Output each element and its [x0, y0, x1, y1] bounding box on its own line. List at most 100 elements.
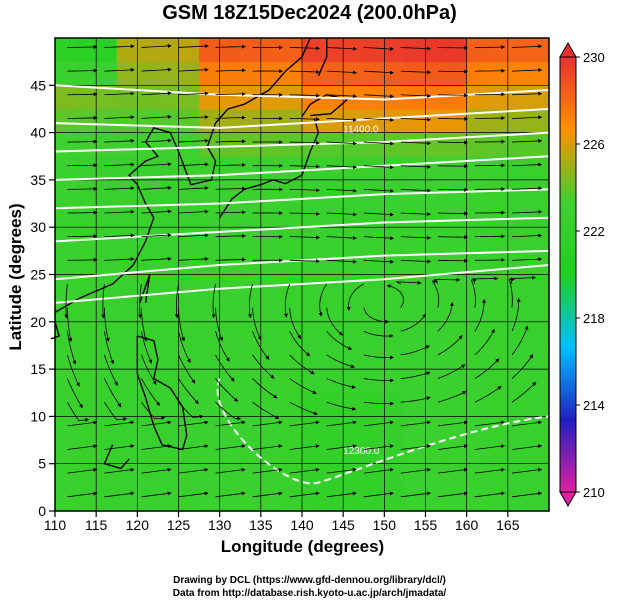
coastline-segment: [317, 38, 328, 77]
streamline-arrow: [104, 420, 135, 427]
field-cell: [96, 369, 118, 394]
x-tick-label: 125: [167, 517, 191, 533]
field-cell: [240, 463, 262, 488]
field-cell: [507, 487, 530, 512]
field-cell: [116, 203, 138, 228]
streamline-arrow: [178, 233, 209, 238]
field-cell: [260, 487, 283, 512]
streamline-arrow: [178, 331, 191, 364]
field-cell: [199, 250, 221, 276]
y-tick-label: 45: [30, 77, 46, 93]
streamline-arrow: [67, 234, 98, 239]
field-cell: [507, 369, 530, 394]
field-cell: [446, 156, 468, 181]
field-cell: [363, 38, 385, 63]
streamline-arrow: [141, 491, 172, 498]
field-cell: [240, 85, 262, 110]
streamline-arrow: [215, 467, 246, 474]
streamline-arrow: [104, 444, 135, 450]
field-cell: [425, 416, 447, 441]
field-cell: [240, 203, 262, 228]
field-cell: [302, 369, 324, 394]
field-cell: [219, 156, 241, 181]
field-cell: [96, 463, 118, 488]
field-cell: [281, 369, 303, 394]
streamline-arrow: [289, 235, 320, 240]
field-cell: [75, 203, 97, 228]
field-cell: [55, 179, 77, 205]
credit-line-drawing: Drawing by DCL (https://www.gfd-dennou.o…: [173, 575, 446, 586]
streamline-arrow: [363, 165, 395, 170]
field-cell: [178, 156, 200, 181]
field-cell: [384, 487, 406, 512]
streamline-arrow: [67, 257, 98, 262]
field-cell: [116, 250, 138, 276]
field-cell: [260, 369, 283, 394]
field-cell: [55, 203, 77, 228]
streamline-arrow: [215, 444, 246, 450]
field-cell: [528, 369, 550, 394]
field-cell: [446, 345, 468, 370]
field-cell: [446, 227, 468, 252]
field-cell: [55, 392, 77, 417]
field-cell: [528, 298, 550, 323]
temperature-field: [55, 38, 550, 512]
field-cell: [466, 132, 488, 157]
field-cell: [116, 179, 138, 205]
field-cell: [178, 108, 200, 134]
field-cell: [322, 227, 344, 252]
streamline-arrow: [437, 391, 467, 403]
field-cell: [75, 108, 97, 134]
field-cell: [260, 416, 283, 441]
field-cell: [322, 38, 344, 63]
field-cell: [466, 250, 488, 276]
field-cell: [219, 345, 241, 370]
streamline-arrow: [386, 284, 404, 308]
field-cell: [199, 156, 221, 181]
field-cell: [116, 321, 138, 347]
streamline-arrow: [363, 330, 394, 338]
streamline-arrow: [326, 467, 357, 474]
streamline-arrow: [104, 331, 115, 365]
field-cell: [487, 298, 509, 323]
field-cell: [384, 416, 406, 441]
streamline-arrow: [400, 117, 432, 122]
field-cell: [55, 108, 77, 134]
field-cell: [425, 369, 447, 394]
streamline-arrow: [141, 401, 166, 421]
field-cell: [116, 227, 138, 252]
streamline-arrow: [511, 44, 543, 49]
field-cell: [487, 227, 509, 252]
field-cell: [302, 156, 324, 181]
field-cell: [404, 321, 427, 347]
streamline-arrow: [289, 164, 320, 169]
field-cell: [446, 108, 468, 134]
field-cell: [487, 440, 509, 465]
streamline-arrow: [178, 307, 186, 342]
field-cell: [199, 392, 221, 417]
field-cell: [507, 416, 530, 441]
field-cell: [507, 38, 530, 63]
streamline-arrow: [67, 491, 98, 498]
streamline-arrow: [178, 491, 209, 498]
streamline-arrow: [141, 307, 148, 342]
streamline-arrow: [363, 354, 394, 360]
field-cell: [55, 274, 77, 299]
streamline-arrow: [104, 378, 122, 408]
field-cell: [240, 298, 262, 323]
field-cell: [487, 85, 509, 110]
field-cell: [157, 203, 180, 228]
field-cell: [404, 440, 427, 465]
field-cell: [384, 274, 406, 299]
field-cell: [363, 440, 385, 465]
field-cell: [96, 250, 118, 276]
field-cell: [281, 108, 303, 134]
field-cell: [302, 463, 324, 488]
field-cell: [384, 108, 406, 134]
field-cell: [178, 369, 200, 394]
field-cell: [425, 227, 447, 252]
streamline-arrow: [289, 420, 320, 427]
field-cell: [302, 345, 324, 370]
field-cell: [302, 179, 324, 205]
